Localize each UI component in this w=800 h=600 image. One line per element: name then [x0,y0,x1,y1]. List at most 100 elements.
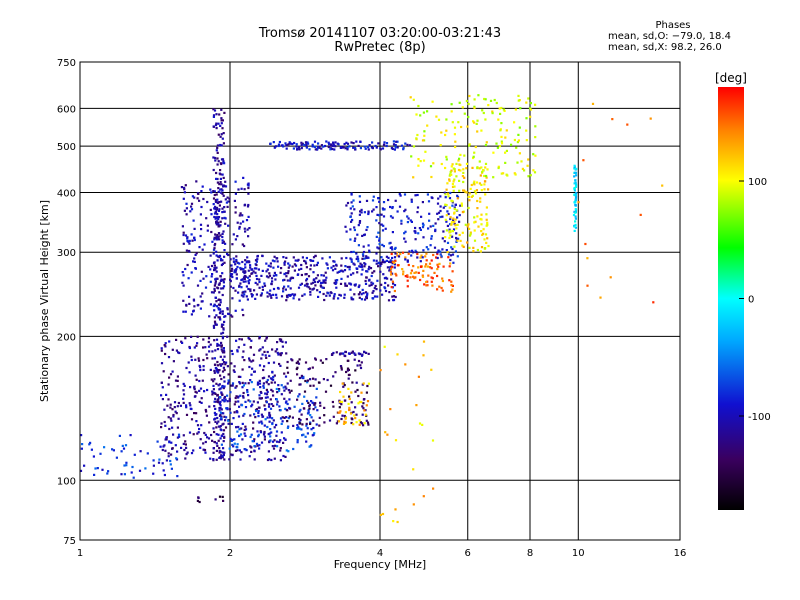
data-point [213,309,216,312]
data-point [241,356,244,359]
data-point [322,378,325,381]
data-point [387,198,390,202]
data-point [223,216,226,219]
data-point [206,388,209,392]
data-point [419,256,422,259]
data-point [296,424,299,427]
data-point [212,291,215,294]
data-point [485,213,488,216]
data-point [250,360,253,363]
data-point [468,234,472,237]
data-point [221,350,224,353]
data-point [224,419,227,422]
data-point [266,396,269,399]
data-point [234,400,237,403]
data-point [337,411,340,414]
data-point [194,267,197,270]
data-point [349,215,352,218]
data-point [339,365,343,368]
data-point [306,412,310,415]
data-point [228,197,231,200]
data-point [313,140,317,143]
data-point [161,386,164,389]
data-point [421,222,425,225]
data-point [99,452,102,455]
data-point [456,197,459,200]
data-point [427,200,431,203]
data-point [466,125,469,128]
data-point [219,191,223,194]
data-point [473,98,476,101]
data-point [426,265,429,268]
data-point [258,349,261,352]
data-point [222,230,225,233]
data-point [441,277,444,280]
data-point [222,327,225,330]
data-point [216,393,219,397]
data-point [215,122,218,125]
data-point [271,370,274,373]
data-point [320,144,323,147]
data-point [260,420,263,423]
data-point [185,207,188,210]
data-point [215,200,218,203]
data-point [223,255,226,258]
data-point [254,297,257,300]
data-point [247,276,250,279]
data-point [374,144,377,148]
data-point [260,397,263,400]
data-point [283,285,286,288]
data-point [217,303,221,306]
data-point [212,168,215,172]
data-point [239,282,242,285]
data-point [270,458,273,462]
data-point [241,308,244,311]
data-point [289,379,292,382]
data-point [485,176,488,179]
data-point [586,284,589,287]
data-point [314,284,317,287]
data-point [296,373,299,376]
data-point [230,274,233,277]
data-point [219,374,222,377]
data-point [415,271,418,274]
data-point [213,287,216,290]
data-point [309,264,312,267]
data-point [222,499,225,502]
data-point [389,261,392,264]
data-point [449,223,452,226]
data-point [235,395,238,398]
data-point [358,213,361,216]
data-point [251,295,254,298]
data-point [239,375,242,378]
data-point [396,146,399,149]
data-point [516,141,519,144]
data-point [274,145,278,148]
data-point [439,253,442,256]
data-point [393,263,396,266]
data-point [453,222,456,226]
data-point [394,144,397,147]
data-point [219,173,222,176]
x-tick-label: 1 [77,548,83,559]
data-point [235,277,238,280]
data-point [216,360,219,364]
data-point [216,348,220,351]
data-point [215,237,218,240]
data-point [270,283,273,286]
data-point [480,166,483,169]
data-point [213,238,216,241]
x-axis-label: Frequency [MHz] [334,558,426,571]
data-point [227,224,230,227]
data-point [393,256,397,259]
data-point [355,140,358,143]
data-point [430,235,433,238]
data-point [252,270,255,273]
data-point [171,408,174,411]
data-point [199,307,202,310]
data-point [366,294,369,297]
data-point [392,298,396,302]
data-point [249,400,252,403]
data-point [271,417,274,420]
data-point [398,193,401,196]
